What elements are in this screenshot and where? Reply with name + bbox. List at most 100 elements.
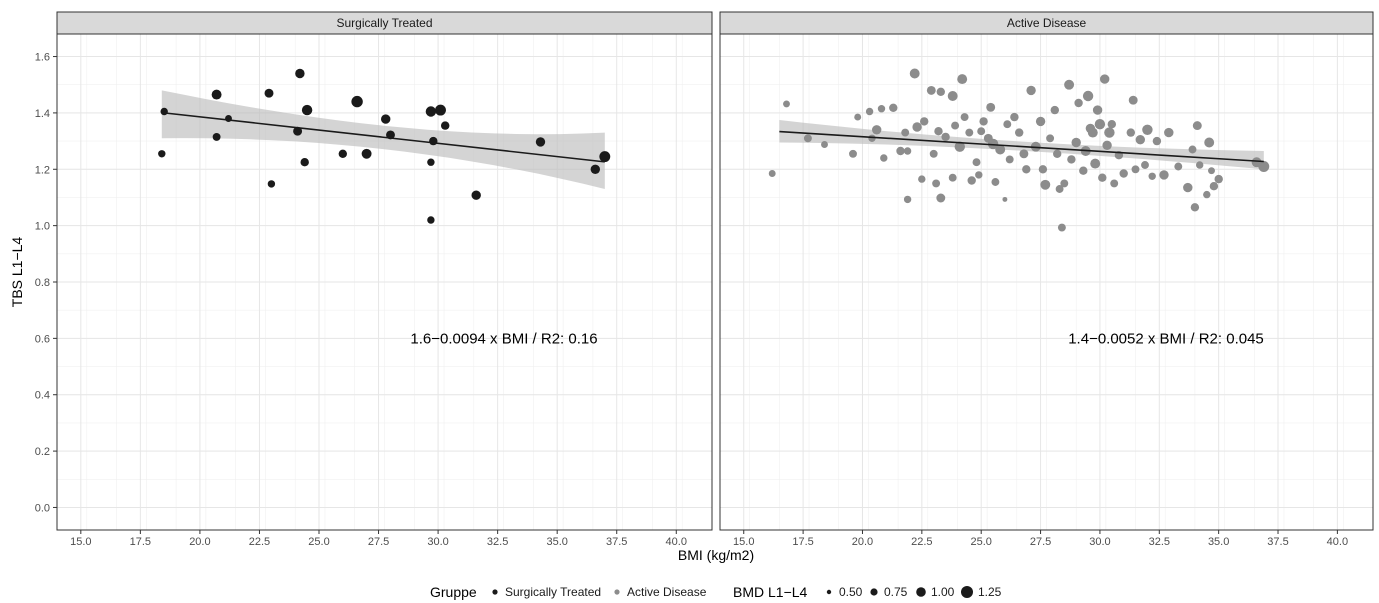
data-point bbox=[783, 100, 790, 108]
data-point bbox=[1082, 90, 1094, 102]
panel-border bbox=[719, 33, 1374, 531]
data-point bbox=[427, 158, 435, 166]
data-point bbox=[293, 126, 303, 136]
legend-size-key-050 bbox=[826, 589, 832, 595]
data-point bbox=[1188, 145, 1197, 154]
data-point bbox=[889, 103, 898, 113]
data-point bbox=[1141, 161, 1149, 169]
data-point bbox=[951, 121, 960, 130]
data-point bbox=[954, 141, 965, 152]
y-tick-label: 1.6 bbox=[35, 52, 50, 64]
data-point bbox=[1258, 161, 1270, 172]
legend-size-label-125: 1.25 bbox=[978, 585, 1002, 599]
x-tick-label: 30.0 bbox=[427, 536, 448, 548]
x-tick-label: 27.5 bbox=[368, 536, 389, 548]
data-point bbox=[903, 195, 912, 204]
data-point bbox=[965, 128, 974, 137]
data-point bbox=[211, 89, 222, 100]
legend-size-label-050: 0.50 bbox=[839, 585, 863, 599]
data-point bbox=[471, 190, 481, 200]
data-point bbox=[1092, 105, 1103, 115]
x-tick-label: 40.0 bbox=[1327, 536, 1348, 548]
x-tick-label: 35.0 bbox=[1208, 536, 1229, 548]
y-tick-label: 1.2 bbox=[35, 164, 50, 176]
data-point bbox=[1005, 155, 1014, 164]
x-tick-label: 15.0 bbox=[70, 536, 91, 548]
data-point bbox=[1209, 182, 1219, 191]
data-point bbox=[1104, 127, 1115, 138]
confidence-band bbox=[161, 90, 605, 189]
x-tick-label: 17.5 bbox=[792, 536, 813, 548]
data-point bbox=[920, 117, 929, 126]
legend: Gruppe Surgically Treated Active Disease… bbox=[430, 584, 1002, 600]
data-point bbox=[947, 91, 958, 101]
data-point bbox=[1003, 120, 1012, 129]
data-point bbox=[903, 147, 912, 155]
data-point bbox=[986, 102, 996, 112]
data-point bbox=[1015, 128, 1024, 137]
x-tick-label: 20.0 bbox=[852, 536, 873, 548]
legend-label-surgically-treated: Surgically Treated bbox=[505, 585, 601, 599]
data-point bbox=[1002, 196, 1008, 202]
x-tick-label: 40.0 bbox=[666, 536, 687, 548]
data-point bbox=[351, 95, 363, 108]
data-point bbox=[1107, 120, 1117, 129]
data-point bbox=[975, 171, 983, 179]
legend-size-label-075: 0.75 bbox=[884, 585, 908, 599]
data-point bbox=[849, 149, 857, 158]
data-point bbox=[768, 170, 776, 177]
data-point bbox=[865, 107, 874, 116]
data-point bbox=[427, 216, 435, 224]
y-tick-label: 0.6 bbox=[35, 333, 50, 345]
data-point bbox=[967, 176, 976, 185]
x-tick-label: 37.5 bbox=[1267, 536, 1288, 548]
data-point bbox=[1040, 179, 1051, 190]
x-tick-label: 17.5 bbox=[130, 536, 151, 548]
data-point bbox=[936, 87, 945, 97]
data-point bbox=[934, 127, 943, 136]
data-point bbox=[1060, 179, 1069, 188]
data-point bbox=[918, 175, 926, 183]
x-tick-label: 27.5 bbox=[1030, 536, 1051, 548]
regression-line bbox=[779, 130, 1264, 163]
data-point bbox=[1079, 166, 1088, 175]
data-point bbox=[995, 144, 1006, 155]
data-point bbox=[425, 106, 437, 117]
data-point bbox=[948, 173, 957, 182]
data-point bbox=[1067, 155, 1076, 164]
data-point bbox=[901, 128, 910, 137]
y-tick-label: 1.4 bbox=[35, 108, 50, 120]
data-point bbox=[1100, 74, 1110, 84]
x-tick-label: 30.0 bbox=[1089, 536, 1110, 548]
data-point bbox=[909, 68, 920, 79]
data-point bbox=[301, 104, 313, 116]
x-tick-label: 32.5 bbox=[487, 536, 508, 548]
data-point bbox=[160, 107, 168, 116]
data-point bbox=[979, 117, 988, 126]
data-point bbox=[1152, 136, 1162, 146]
data-point bbox=[1174, 162, 1183, 171]
data-point bbox=[590, 164, 600, 174]
legend-size-key-125 bbox=[961, 586, 973, 598]
data-point bbox=[1094, 119, 1106, 130]
x-tick-label: 20.0 bbox=[189, 536, 210, 548]
data-point bbox=[1053, 149, 1062, 158]
data-point bbox=[821, 141, 828, 148]
data-point bbox=[1064, 79, 1075, 90]
data-point bbox=[158, 150, 166, 158]
data-point bbox=[1128, 95, 1138, 105]
data-point bbox=[1010, 112, 1019, 122]
data-point bbox=[1203, 190, 1211, 199]
data-point bbox=[1164, 127, 1174, 138]
legend-size-key-075 bbox=[870, 588, 878, 596]
y-tick-label: 0.2 bbox=[35, 446, 50, 458]
data-point bbox=[1131, 165, 1140, 174]
data-point bbox=[1183, 182, 1193, 193]
data-point bbox=[381, 114, 391, 124]
data-point bbox=[880, 154, 888, 162]
data-point bbox=[1074, 98, 1083, 108]
data-point bbox=[912, 122, 922, 132]
data-point bbox=[926, 85, 936, 95]
data-point bbox=[1090, 158, 1101, 169]
